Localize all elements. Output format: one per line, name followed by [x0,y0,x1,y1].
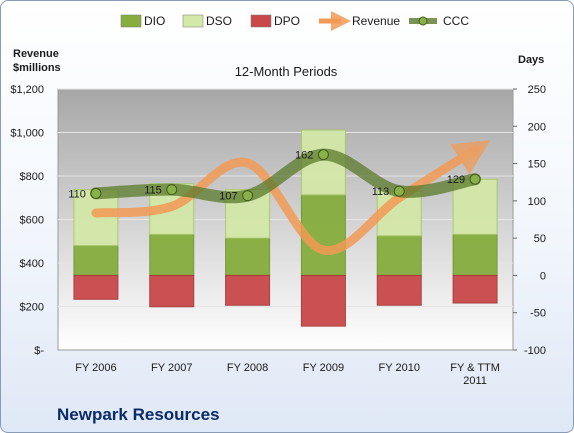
ccc-point [90,187,102,199]
bar-dpo [149,274,195,308]
ccc-data-label: 113 [372,186,390,198]
legend-label: Revenue [352,14,400,28]
x-tick-label: FY 2009 [303,362,344,374]
x-tick-label: FY & TTM [450,362,500,374]
legend-swatch-dio [120,14,142,28]
right-tick-label: 150 [528,159,546,171]
legend-label: DSO [206,14,232,28]
bar-dpo [73,274,119,300]
x-tick-label: FY 2006 [75,362,116,374]
right-tick-label: -50 [530,308,546,320]
left-tick-label: $1,200 [10,84,44,96]
bar-dio [376,235,422,276]
right-tick-label: 100 [528,196,546,208]
x-tick-label: FY 2007 [151,362,192,374]
legend-swatch-dso [182,14,204,28]
legend-swatch-dpo [250,14,272,28]
legend-marker-ccc [418,16,428,26]
legend-label: DIO [144,14,165,28]
chart-title: 12-Month Periods [235,64,338,79]
right-tick-label: 200 [528,121,546,133]
right-tick-label: -100 [524,345,546,357]
bar-dio [452,233,498,276]
bar-dio [225,237,271,276]
right-tick-label: 250 [528,84,546,96]
ccc-point [166,184,178,196]
x-tick-label: FY 2010 [379,362,420,374]
ccc-data-label: 162 [295,150,313,162]
left-axis-title: Revenue [13,48,59,60]
ccc-data-label: 110 [68,188,86,200]
ccc-data-label: 107 [219,191,237,203]
ccc-point [393,185,405,197]
left-tick-label: $200 [20,302,44,314]
bar-dpo [300,274,346,327]
bar-dpo [225,274,271,306]
ccc-point [469,173,481,185]
left-tick-label: $- [34,345,44,357]
right-tick-label: 50 [534,233,546,245]
ccc-data-label: 115 [144,185,162,197]
x-tick-label: 2011 [463,375,487,387]
right-axis-title: Days [518,54,544,66]
ccc-point [242,190,254,202]
left-tick-label: $800 [20,171,44,183]
left-tick-label: $400 [20,258,44,270]
left-tick-label: $1,000 [10,128,44,140]
left-tick-label: $600 [20,215,44,227]
bar-dpo [452,274,498,304]
bar-dpo [376,274,422,306]
left-axis-title: $millions [13,62,61,74]
company-name: Newpark Resources [57,405,220,424]
legend-label: CCC [443,14,469,28]
bar-dio [73,245,119,276]
right-tick-label: 0 [540,270,546,282]
x-tick-label: FY 2008 [227,362,268,374]
legend-label: DPO [274,14,300,28]
ccc-point [317,149,329,161]
ccc-data-label: 129 [447,174,465,186]
bar-dio [149,233,195,276]
